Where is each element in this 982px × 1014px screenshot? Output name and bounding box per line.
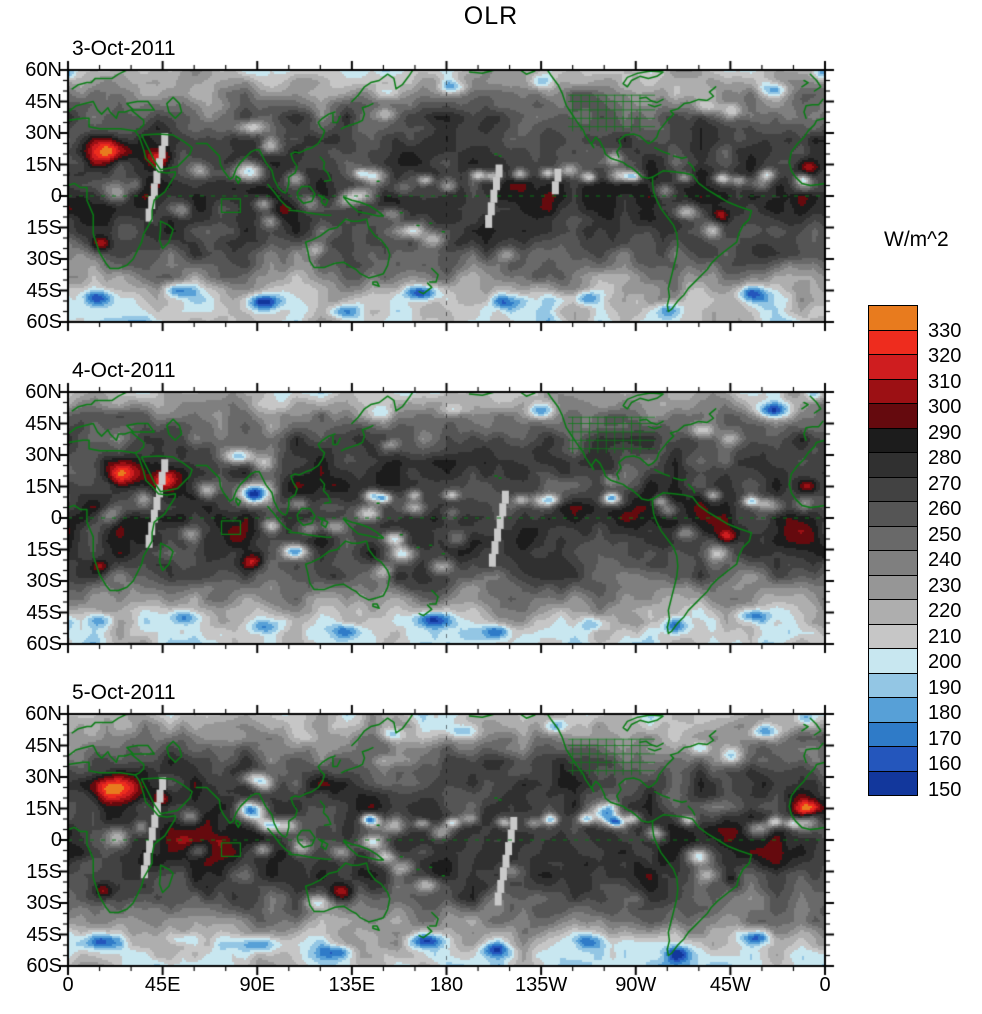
colorbar-tick-label: 220 xyxy=(928,600,962,622)
lon-tick-label: 90W xyxy=(615,974,657,996)
lat-tick-label: 30S xyxy=(26,248,62,270)
colorbar-tick-label: 330 xyxy=(928,319,962,342)
colorbar-tick-label: 270 xyxy=(928,472,962,495)
lat-tick-label: 45S xyxy=(26,923,62,946)
lat-tick-label: 60N xyxy=(25,381,62,403)
colorbar-box xyxy=(868,403,918,429)
lat-tick-label: 15S xyxy=(26,860,62,883)
lat-tick-label: 30N xyxy=(25,444,62,466)
colorbar-tick-label: 190 xyxy=(928,676,962,699)
colorbar-box xyxy=(868,550,918,576)
panel-1-date-label: 3-Oct-2011 xyxy=(72,37,176,60)
lat-tick-label: 60S xyxy=(26,311,62,333)
lon-tick-label: 0 xyxy=(819,974,831,996)
colorbar-box xyxy=(868,770,918,796)
colorbar-tick-label: 300 xyxy=(928,396,962,418)
lat-tick-label: 60N xyxy=(25,59,62,81)
colorbar-box xyxy=(868,354,918,380)
map-canvas-panel-2 xyxy=(56,380,837,656)
colorbar-tick-label: 260 xyxy=(928,498,962,520)
lat-tick-label: 15N xyxy=(25,153,62,176)
lat-tick-label: 15N xyxy=(25,475,62,498)
panel-3-date-label: 5-Oct-2011 xyxy=(72,681,176,704)
lat-tick-label: 45N xyxy=(25,90,62,113)
colorbar-tick-label: 230 xyxy=(928,574,962,597)
lat-tick-label: 60S xyxy=(26,633,62,655)
lat-tick-label: 60S xyxy=(26,955,62,977)
colorbar-tick-label: 290 xyxy=(928,421,962,444)
colorbar-unit-label: W/m^2 xyxy=(884,228,949,251)
colorbar-tick-label: 170 xyxy=(928,727,962,750)
colorbar-tick-label: 240 xyxy=(928,549,962,571)
colorbar-box xyxy=(868,329,918,355)
lat-tick-label: 45N xyxy=(25,412,62,435)
colorbar-box xyxy=(868,501,918,527)
colorbar-tick-label: 310 xyxy=(928,370,962,393)
colorbar-tick-label: 160 xyxy=(928,753,962,775)
lon-tick-label: 45W xyxy=(709,974,751,996)
lon-tick-label: 0 xyxy=(62,974,74,996)
colorbar-box xyxy=(868,623,918,649)
colorbar-tick-label: 320 xyxy=(928,345,962,367)
lat-tick-label: 15S xyxy=(26,538,62,561)
lat-tick-label: 0 xyxy=(50,185,62,207)
colorbar-boxes xyxy=(868,305,918,796)
colorbar-box xyxy=(868,746,918,772)
colorbar-tick-label: 210 xyxy=(928,625,962,648)
lat-tick-label: 15N xyxy=(25,797,62,820)
colorbar-tick-label: 200 xyxy=(928,651,962,673)
colorbar-box xyxy=(868,525,918,551)
colorbar-tick-label: 180 xyxy=(928,702,962,724)
lat-tick-label: 0 xyxy=(50,507,62,529)
figure-title: OLR xyxy=(463,2,519,30)
colorbar-box xyxy=(868,452,918,478)
map-canvas-panel-1 xyxy=(56,58,837,334)
colorbar-box xyxy=(868,427,918,453)
lat-tick-label: 45N xyxy=(25,734,62,757)
lon-tick-label: 135E xyxy=(328,974,376,996)
colorbar-tick-label: 150 xyxy=(928,778,962,801)
colorbar-box xyxy=(868,697,918,723)
colorbar-box xyxy=(868,648,918,674)
lon-tick-label: 135W xyxy=(515,974,568,996)
lat-tick-label: 45S xyxy=(26,279,62,302)
lon-tick-label: 90E xyxy=(239,974,276,996)
colorbar-box xyxy=(868,378,918,404)
colorbar-tick-label: 280 xyxy=(928,447,962,469)
lat-tick-label: 15S xyxy=(26,216,62,239)
panel-2-date-label: 4-Oct-2011 xyxy=(72,359,176,382)
colorbar-box xyxy=(868,599,918,625)
colorbar-box xyxy=(868,476,918,502)
lat-tick-label: 0 xyxy=(50,829,62,851)
lat-tick-label: 60N xyxy=(25,703,62,725)
lat-tick-label: 30N xyxy=(25,766,62,788)
lat-tick-label: 45S xyxy=(26,601,62,624)
colorbar-box xyxy=(868,305,918,331)
lon-tick-label: 180 xyxy=(429,974,464,996)
colorbar-box xyxy=(868,574,918,600)
colorbar-tick-label: 250 xyxy=(928,523,962,546)
lat-tick-label: 30N xyxy=(25,122,62,144)
colorbar-box xyxy=(868,672,918,698)
lat-tick-label: 30S xyxy=(26,570,62,592)
map-canvas-panel-3 xyxy=(56,702,837,978)
lon-tick-label: 45E xyxy=(144,974,181,996)
lat-tick-label: 30S xyxy=(26,892,62,914)
colorbar-box xyxy=(868,721,918,747)
